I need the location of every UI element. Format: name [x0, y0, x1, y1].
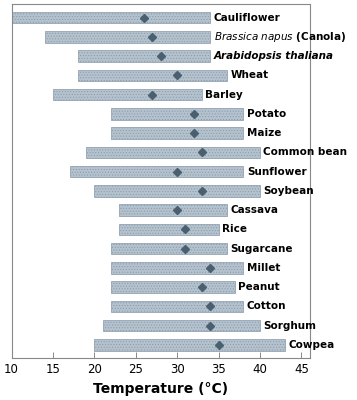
Text: Arabidopsis thaliana: Arabidopsis thaliana [213, 51, 334, 61]
Bar [12, 12, 210, 24]
Text: Soybean: Soybean [263, 186, 314, 196]
Bar [94, 185, 260, 197]
Bar [111, 301, 243, 312]
Bar [111, 282, 235, 293]
Bar [111, 243, 227, 254]
Text: Cowpea: Cowpea [288, 340, 335, 350]
Bar [111, 127, 243, 139]
Text: Cassava: Cassava [230, 205, 278, 215]
X-axis label: Temperature (°C): Temperature (°C) [93, 382, 228, 396]
Bar [70, 166, 243, 178]
Bar [53, 89, 202, 100]
Text: $\it{Brassica\ napus}$ (Canola): $\it{Brassica\ napus}$ (Canola) [213, 30, 346, 44]
Bar [119, 224, 218, 235]
Text: Cotton: Cotton [247, 302, 286, 312]
Text: Millet: Millet [247, 263, 280, 273]
Text: Sugarcane: Sugarcane [230, 244, 293, 254]
Bar [78, 50, 210, 62]
Bar [111, 262, 243, 274]
Text: Barley: Barley [205, 90, 243, 100]
Text: Peanut: Peanut [238, 282, 280, 292]
Bar [94, 339, 285, 351]
Text: Common bean: Common bean [263, 148, 347, 158]
Bar [86, 147, 260, 158]
Text: Rice: Rice [222, 224, 247, 234]
Bar [111, 108, 243, 120]
Text: Potato: Potato [247, 109, 286, 119]
Text: Cauliflower: Cauliflower [213, 13, 280, 23]
Text: Sunflower: Sunflower [247, 167, 306, 177]
Bar [78, 70, 227, 81]
Bar [45, 31, 210, 43]
Text: Maize: Maize [247, 128, 281, 138]
Bar [119, 204, 227, 216]
Bar [103, 320, 260, 332]
Text: Wheat: Wheat [230, 70, 268, 80]
Text: Sorghum: Sorghum [263, 321, 316, 331]
